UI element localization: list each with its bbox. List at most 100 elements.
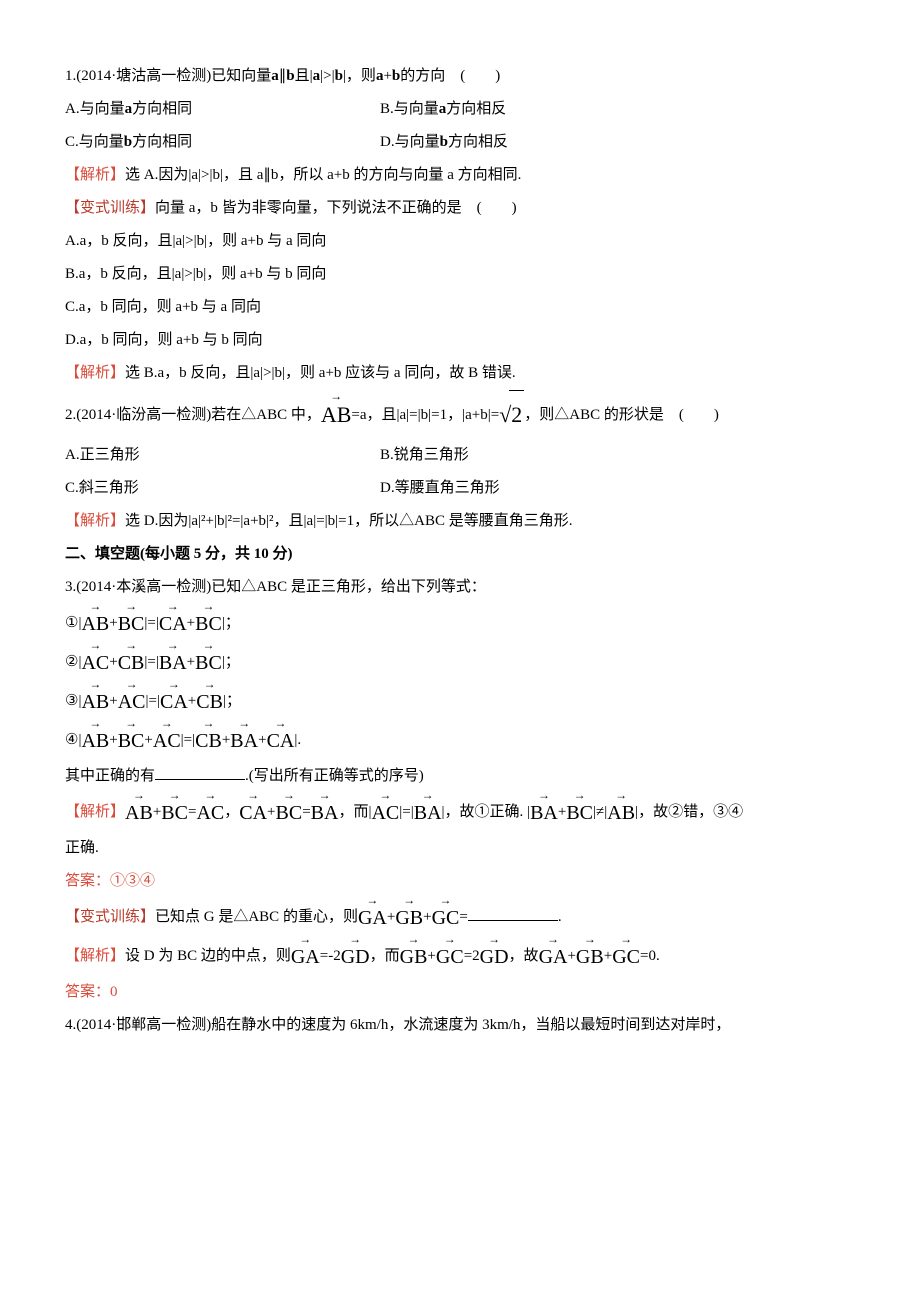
- t: =: [188, 804, 196, 820]
- text: 2.(2014·临汾高一检测)若在△ABC 中，: [65, 407, 321, 423]
- vec: GC: [612, 947, 640, 967]
- t: +: [109, 654, 117, 670]
- opt-b: B.锐角三角形: [380, 439, 855, 472]
- q2-options-row2: C.斜三角形 D.等腰直角三角形: [65, 472, 855, 505]
- text: |，则: [343, 68, 376, 84]
- q1-options-row2: C.与向量b方向相同 D.与向量b方向相反: [65, 126, 855, 159]
- vec: CA: [267, 731, 295, 751]
- vec: GD: [341, 947, 370, 967]
- vec: CA: [239, 803, 267, 823]
- q3-eq3: ③|AB+AC|=|CA+CB|；: [65, 682, 855, 721]
- op: +: [383, 68, 391, 84]
- text: 向量 a，b 皆为非零向量，下列说法不正确的是 ( ): [155, 200, 517, 216]
- vec: GA: [358, 908, 387, 928]
- t: +: [258, 732, 266, 748]
- q3-stem: 3.(2014·本溪高一检测)已知△ABC 是正三角形，给出下列等式：: [65, 571, 855, 604]
- t: .: [558, 909, 562, 925]
- t: |；: [223, 693, 241, 709]
- solution-tag: 【解析】: [65, 513, 125, 529]
- t: +: [109, 732, 117, 748]
- vec: AC: [81, 653, 109, 673]
- solution-text: 选 D.因为|a|²+|b|²=|a+b|²，且|a|=|b|=1，所以△ABC…: [125, 513, 572, 529]
- q3-eq2: ②|AC+CB|=|BA+BC|；: [65, 643, 855, 682]
- v1-solution: 【解析】选 B.a，b 反向，且|a|>|b|，则 a+b 应该与 a 同向，故…: [65, 357, 855, 390]
- vec: AC: [196, 803, 224, 823]
- vec: AC: [118, 692, 146, 712]
- v1-stem: 【变式训练】向量 a，b 皆为非零向量，下列说法不正确的是 ( ): [65, 192, 855, 225]
- t: |≠|: [593, 804, 607, 820]
- text: 方向相反: [448, 134, 508, 150]
- t: ②|: [65, 654, 81, 670]
- text: =a，且|a|=|b|=1，|a+b|=: [351, 407, 499, 423]
- q3-solution: 【解析】AB+BC=AC，CA+BC=BA，而|AC|=|BA|，故①正确. |…: [65, 793, 855, 832]
- t: |=|: [144, 654, 158, 670]
- vector-ab: AB: [321, 404, 352, 426]
- vec: BC: [195, 614, 222, 634]
- vec: CA: [160, 692, 188, 712]
- text: 方向相同: [132, 101, 192, 117]
- vec: BA: [159, 653, 187, 673]
- text: 1.(2014·塘沽高一检测)已知向量: [65, 68, 271, 84]
- var: a: [125, 101, 133, 117]
- answer-tag: 答案：: [65, 984, 110, 1000]
- solution-tag: 【解析】: [65, 948, 125, 964]
- t: ，而|: [338, 804, 371, 820]
- text: 方向相同: [132, 134, 192, 150]
- t: |=|: [181, 732, 195, 748]
- vec: AB: [81, 692, 109, 712]
- vec: CB: [196, 692, 223, 712]
- var: b: [440, 134, 448, 150]
- q1-stem: 1.(2014·塘沽高一检测)已知向量a∥b且|a|>|b|，则a+b的方向 (…: [65, 60, 855, 93]
- t: +: [187, 615, 195, 631]
- vec: BA: [311, 803, 339, 823]
- variant-tag: 【变式训练】: [65, 200, 155, 216]
- variant-tag: 【变式训练】: [65, 909, 155, 925]
- t: |=|: [146, 693, 160, 709]
- answer-tag: 答案：: [65, 873, 110, 889]
- sqrt: 2: [499, 390, 524, 439]
- opt-a: A.正三角形: [65, 439, 380, 472]
- vec: AC: [371, 803, 399, 823]
- vec: BA: [530, 803, 558, 823]
- text: 设 D 为 BC 边的中点，则: [125, 948, 291, 964]
- section-2-heading: 二、填空题(每小题 5 分，共 10 分): [65, 538, 855, 571]
- answer-value: ①③④: [110, 873, 155, 889]
- vec: BC: [566, 803, 593, 823]
- t: =2: [464, 948, 480, 964]
- text: 方向相反: [446, 101, 506, 117]
- t: +: [144, 732, 152, 748]
- q3-solution-cont: 正确.: [65, 832, 855, 865]
- vec: CA: [159, 614, 187, 634]
- solution-tag: 【解析】: [65, 365, 125, 381]
- t: ，而: [370, 948, 400, 964]
- t: +: [187, 654, 195, 670]
- var: a: [313, 68, 321, 84]
- text: |>|: [320, 68, 334, 84]
- vec: AB: [607, 803, 635, 823]
- q3-answer: 答案：①③④: [65, 865, 855, 898]
- text: 且|: [295, 68, 313, 84]
- t: |；: [222, 654, 240, 670]
- t: +: [267, 804, 275, 820]
- v2-stem: 【变式训练】已知点 G 是△ABC 的重心，则GA+GB+GC=.: [65, 898, 855, 937]
- t: ③|: [65, 693, 81, 709]
- vec: BA: [230, 731, 258, 751]
- vec: BA: [414, 803, 442, 823]
- t: |，故②错，③④: [635, 804, 743, 820]
- q2-solution: 【解析】选 D.因为|a|²+|b|²=|a+b|²，且|a|=|b|=1，所以…: [65, 505, 855, 538]
- var: b: [335, 68, 343, 84]
- text: 的方向 ( ): [400, 68, 500, 84]
- t: =: [302, 804, 310, 820]
- opt-d: D.等腰直角三角形: [380, 472, 855, 505]
- t: +: [153, 804, 161, 820]
- vec: AB: [125, 803, 153, 823]
- v1-opt-b: B.a，b 反向，且|a|>|b|，则 a+b 与 b 同向: [65, 258, 855, 291]
- vec: GC: [432, 908, 460, 928]
- opt-b: B.与向量: [380, 101, 439, 117]
- t: =: [459, 909, 467, 925]
- t: ④|: [65, 732, 81, 748]
- vec: GA: [291, 947, 320, 967]
- q2-options-row1: A.正三角形 B.锐角三角形: [65, 439, 855, 472]
- var: b: [392, 68, 400, 84]
- fill-blank: [155, 764, 245, 780]
